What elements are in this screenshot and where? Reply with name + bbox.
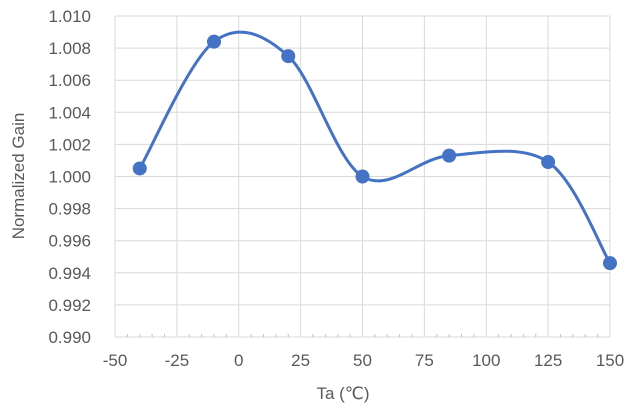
y-axis-title: Normalized Gain bbox=[9, 113, 28, 240]
y-tick-label: 0.994 bbox=[48, 264, 91, 283]
y-tick-label: 1.004 bbox=[48, 103, 91, 122]
y-tick-label: 1.002 bbox=[48, 135, 91, 154]
y-tick-label: 0.996 bbox=[48, 232, 91, 251]
x-axis-tick-labels: -50 -25 0 25 50 75 100 125 150 bbox=[103, 351, 624, 370]
series-line bbox=[140, 32, 610, 263]
y-tick-label: 0.990 bbox=[48, 328, 91, 347]
x-tick-label: -50 bbox=[103, 351, 128, 370]
data-point bbox=[442, 149, 456, 163]
x-tick-label: 75 bbox=[415, 351, 434, 370]
y-tick-label: 1.010 bbox=[48, 7, 91, 26]
x-tick-label: 50 bbox=[353, 351, 372, 370]
x-tick-label: -25 bbox=[165, 351, 190, 370]
data-point bbox=[356, 170, 370, 184]
data-point bbox=[281, 49, 295, 63]
y-tick-label: 0.992 bbox=[48, 296, 91, 315]
series-group bbox=[133, 32, 617, 270]
x-tick-label: 25 bbox=[291, 351, 310, 370]
y-axis-tick-labels: 0.990 0.992 0.994 0.996 0.998 1.000 1.002 1.004… bbox=[48, 7, 91, 347]
data-point bbox=[603, 256, 617, 270]
x-tick-label: 100 bbox=[472, 351, 500, 370]
data-point bbox=[133, 161, 147, 175]
y-tick-label: 0.998 bbox=[48, 200, 91, 219]
y-tick-label: 1.006 bbox=[48, 71, 91, 90]
x-tick-label: 125 bbox=[534, 351, 562, 370]
y-tick-label: 1.008 bbox=[48, 39, 91, 58]
data-point bbox=[541, 155, 555, 169]
x-tick-label: 0 bbox=[234, 351, 243, 370]
x-axis-title: Ta (℃) bbox=[316, 384, 369, 403]
x-tick-label: 150 bbox=[596, 351, 624, 370]
y-tick-label: 1.000 bbox=[48, 168, 91, 187]
data-point bbox=[207, 35, 221, 49]
